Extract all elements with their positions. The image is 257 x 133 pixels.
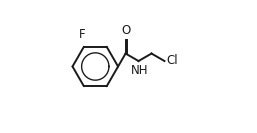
Text: O: O bbox=[122, 24, 131, 38]
Text: F: F bbox=[79, 28, 86, 41]
Text: NH: NH bbox=[131, 64, 148, 77]
Text: Cl: Cl bbox=[167, 54, 178, 67]
